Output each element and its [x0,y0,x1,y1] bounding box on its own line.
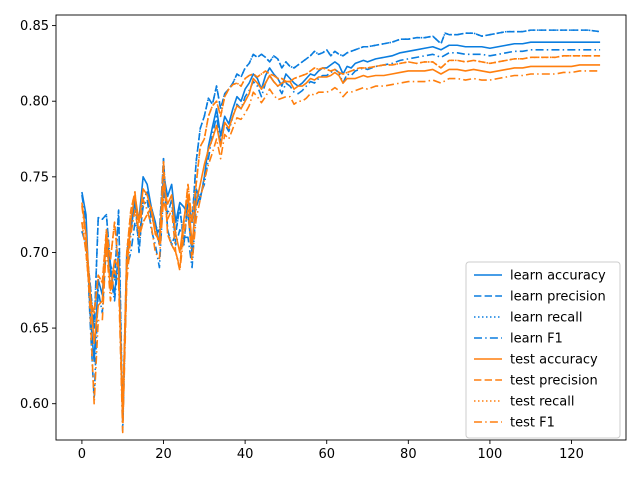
series-line-test-F1 [81,70,601,434]
x-tick-label: 100 [478,447,503,462]
x-tick-label: 20 [155,447,172,462]
legend: learn accuracy learn precision learn recal… [465,261,621,439]
series-line-learn-accuracy [81,41,601,423]
x-axis: 0 20 40 60 80 100 120 [78,440,584,462]
x-tick-label: 60 [318,447,335,462]
y-tick-label: 0.80 [20,95,49,110]
plot-area [55,14,627,441]
x-tick-label: 0 [78,447,86,462]
legend-label: learn accuracy [510,269,606,284]
y-tick-label: 0.70 [20,246,49,261]
legend-label: learn recall [510,311,582,326]
legend-label: learn precision [510,290,606,305]
legend-box [465,261,621,439]
y-axis: 0.60 0.65 0.70 0.75 0.80 0.85 [20,19,56,412]
series-line-test-accuracy [81,64,601,423]
y-tick-label: 0.85 [20,19,49,34]
x-tick-label: 80 [400,447,417,462]
y-tick-label: 0.75 [20,170,49,185]
x-tick-label: 40 [237,447,254,462]
y-tick-label: 0.60 [20,397,49,412]
series-line-test-recall [81,55,601,413]
series-lines [81,29,601,434]
legend-label: test recall [510,395,575,410]
legend-label: test accuracy [510,353,598,368]
legend-label: test precision [510,374,598,389]
axes-frame [55,14,627,441]
legend-label: test F1 [510,416,555,431]
x-tick-label: 120 [559,447,584,462]
series-line-learn-F1 [81,48,601,432]
legend-label: learn F1 [510,332,563,347]
y-tick-label: 0.65 [20,322,49,337]
